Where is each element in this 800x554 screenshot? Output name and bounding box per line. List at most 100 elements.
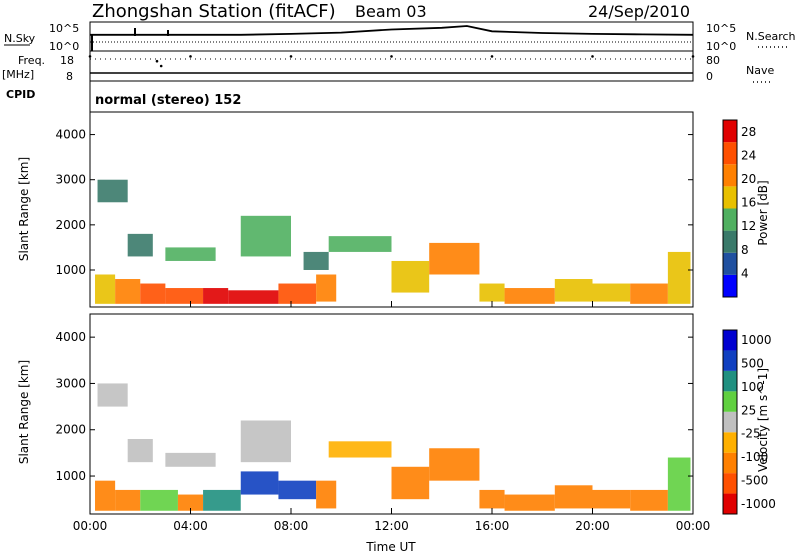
data-cell [328,236,392,252]
nsearch-label: N.Search [746,30,796,43]
nsky-tick-top: 10^5 [49,22,79,35]
data-cell [240,471,279,495]
freq-point [155,59,159,63]
colorbar-segment [723,432,737,453]
colorbar-tick-label: 100 [741,380,764,394]
colorbar-segment [723,230,737,253]
data-cell [592,283,631,302]
freq-point [289,55,293,58]
colorbar-tick-label: 16 [741,196,756,210]
power-y-axis-label: Slant Range [km] [17,157,31,261]
freq-point [691,55,695,58]
data-cell [316,274,337,302]
colorbar-tick-label: 8 [741,243,749,257]
power-data [95,179,691,304]
nsky-label: N.Sky [4,32,36,45]
data-cell [95,480,116,511]
freq-panel [89,50,694,82]
data-cell [228,290,279,304]
power-colorbar: 4 8 12 16 20 24 28 [722,119,756,298]
freq-point [159,64,163,68]
data-cell [391,260,430,293]
freq-tick-bottom: 8 [66,70,73,83]
freq-unit-label: [MHz] [2,68,34,81]
freq-point [189,55,192,58]
data-cell [203,288,229,304]
data-cell [165,247,216,261]
colorbar-tick-label: -100 [741,450,768,464]
y-tick-label: 4000 [55,330,86,344]
colorbar-segment [723,493,737,514]
freq-points [88,55,695,68]
nave-tick-top: 80 [706,54,720,67]
colorbar-tick-label: 28 [741,125,756,139]
y-tick-label: 3000 [55,376,86,390]
colorbar-tick-label: -25 [741,427,761,441]
y-tick-label: 3000 [55,173,86,187]
colorbar-segment [723,452,737,474]
data-cell [177,494,204,511]
velocity-colorbar-label: Velocity [m s^-1] [756,368,770,472]
data-cell [504,288,555,304]
colorbar-segment [723,120,737,143]
velocity-x-ticks: 00:00 04:00 08:00 12:00 16:00 20:00 00:00 [73,508,710,533]
data-cell [97,179,128,203]
colorbar-tick-label: -500 [741,474,768,488]
data-cell [630,489,668,511]
x-tick-label: 16:00 [475,519,510,533]
x-tick-label: 00:00 [73,519,108,533]
freq-point [591,55,594,58]
x-axis-label: Time UT [365,540,416,554]
colorbar-tick-label: 1000 [741,333,772,347]
nave-tick-bottom: 0 [706,70,713,83]
power-y-ticks: 1000 2000 3000 4000 [55,128,693,277]
colorbar-segment [723,252,737,275]
freq-point [88,55,92,58]
data-cell [429,242,480,275]
colorbar-segment [723,473,737,494]
colorbar-tick-label: 20 [741,172,756,186]
colorbar-frame [722,329,738,515]
data-cell [554,485,593,509]
colorbar-segment [723,411,737,433]
colorbar-segment [723,142,737,165]
data-cell [554,279,593,302]
data-cell [165,452,216,467]
data-cell [278,283,317,304]
colorbar-tick-label: 25 [741,403,756,417]
data-cell [165,288,204,304]
freq-point [490,55,494,58]
y-tick-label: 1000 [55,263,86,277]
nave-label: Nave [746,64,774,77]
velocity-colorbar: 1000 500 100 25 -25 -100 -500 -1000 [722,329,776,515]
colorbar-segment [723,370,737,392]
colorbar-tick-label: -1000 [741,497,776,511]
data-cell [479,489,505,509]
colorbar-segment [723,208,737,231]
freq-tick-top: 18 [60,54,74,67]
data-cell [391,466,430,500]
data-cell [240,215,291,257]
data-cell [140,283,166,304]
nsky-series-line [90,25,694,36]
data-cell [630,283,668,304]
data-cell [504,494,555,511]
freq-label: Freq. [18,54,45,67]
data-cell [97,383,128,407]
nsearch-tick-bottom: 10^0 [706,40,736,53]
colorbar-segment [723,391,737,412]
x-tick-label: 12:00 [374,519,409,533]
x-tick-label: 08:00 [274,519,309,533]
data-cell [316,480,337,509]
data-cell [667,457,691,511]
colorbar-segment [723,330,737,351]
y-tick-label: 1000 [55,469,86,483]
colorbar-tick-label: 24 [741,148,756,162]
data-cell [479,283,505,302]
power-colorbar-label: Power [dB] [756,180,770,245]
data-cell [303,251,329,270]
colorbar-tick-label: 12 [741,219,756,233]
data-cell [95,274,116,304]
data-cell [429,448,480,481]
